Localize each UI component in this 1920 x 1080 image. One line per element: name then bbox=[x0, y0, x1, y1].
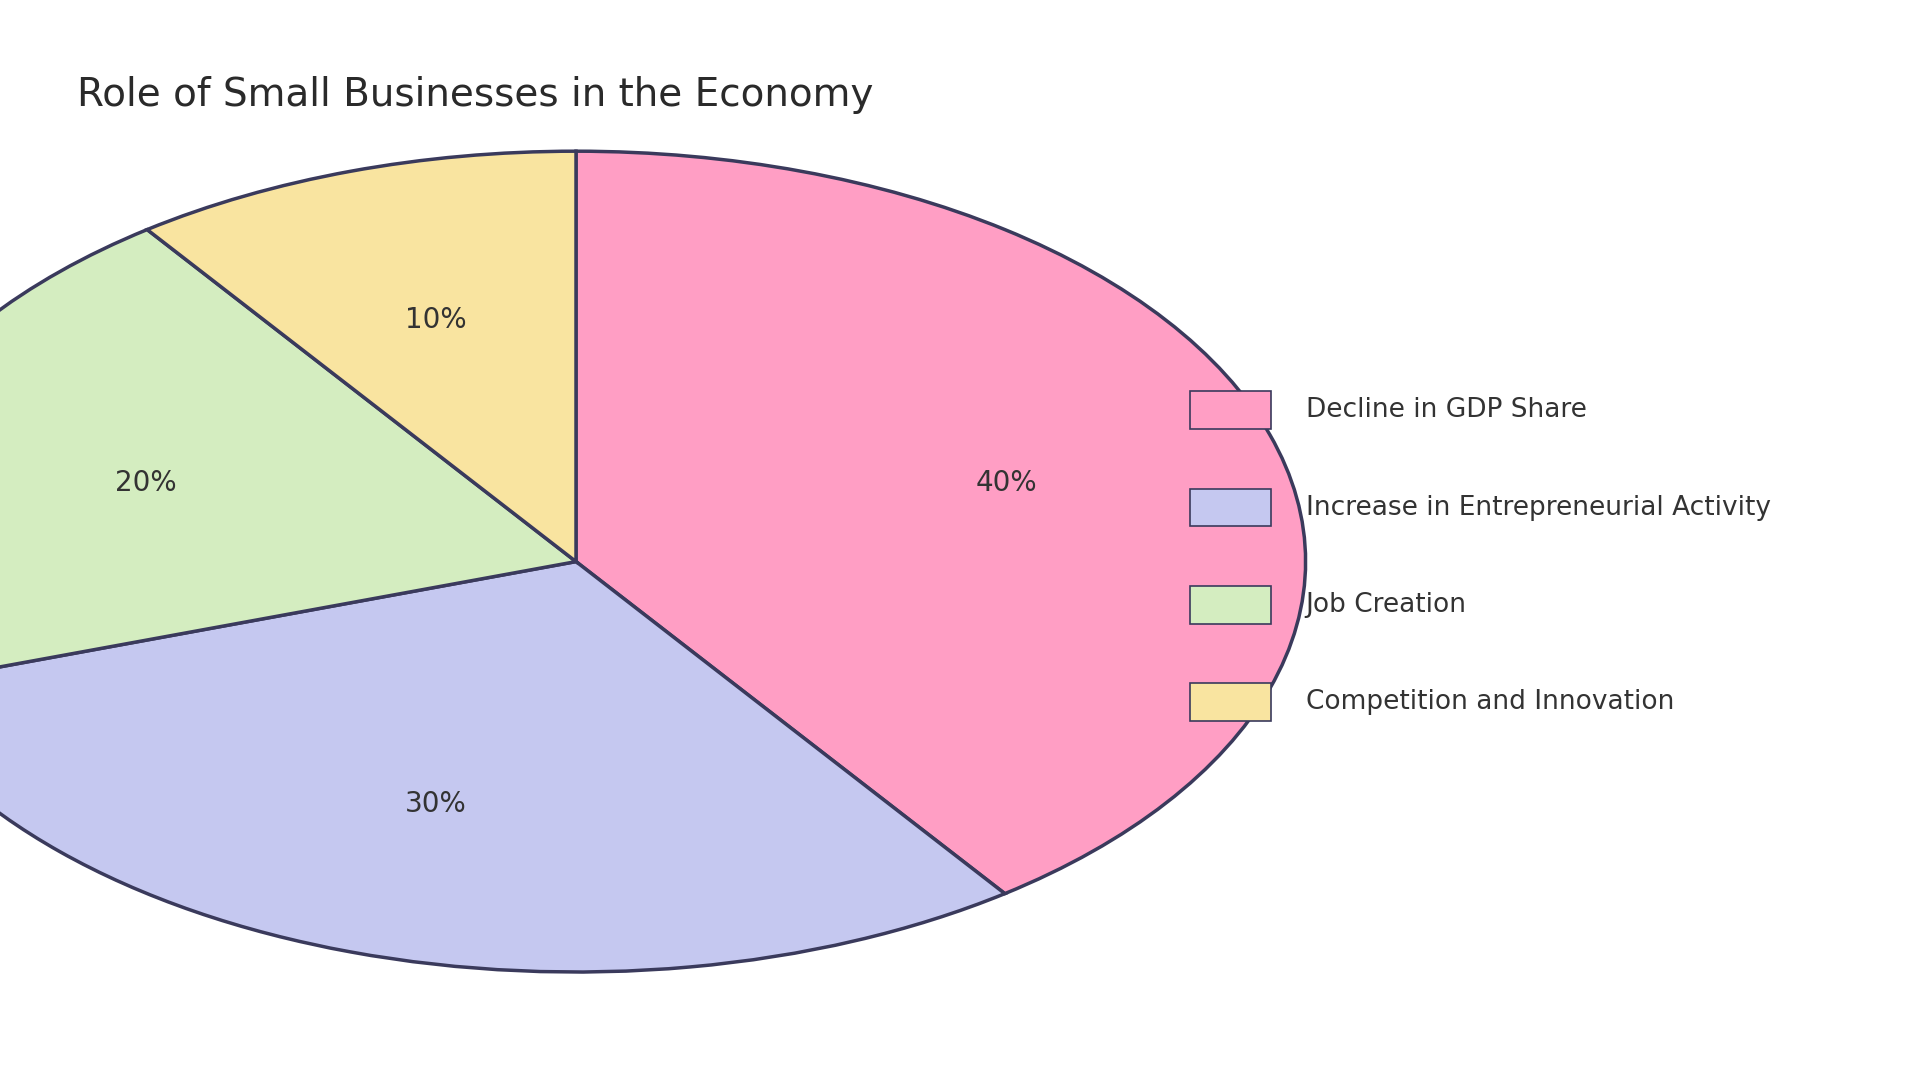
Text: Competition and Innovation: Competition and Innovation bbox=[1306, 689, 1674, 715]
Text: Increase in Entrepreneurial Activity: Increase in Entrepreneurial Activity bbox=[1306, 495, 1770, 521]
Text: Decline in GDP Share: Decline in GDP Share bbox=[1306, 397, 1586, 423]
Wedge shape bbox=[0, 562, 1004, 972]
Text: 40%: 40% bbox=[975, 469, 1037, 497]
Wedge shape bbox=[148, 151, 576, 562]
Wedge shape bbox=[576, 151, 1306, 893]
Text: 30%: 30% bbox=[405, 789, 467, 818]
FancyBboxPatch shape bbox=[1190, 585, 1271, 623]
FancyBboxPatch shape bbox=[1190, 488, 1271, 526]
FancyBboxPatch shape bbox=[1190, 684, 1271, 721]
Text: 20%: 20% bbox=[115, 469, 177, 497]
Text: Role of Small Businesses in the Economy: Role of Small Businesses in the Economy bbox=[77, 76, 874, 113]
FancyBboxPatch shape bbox=[1190, 391, 1271, 429]
Text: Job Creation: Job Creation bbox=[1306, 592, 1467, 618]
Text: 10%: 10% bbox=[405, 306, 467, 334]
Wedge shape bbox=[0, 230, 576, 688]
